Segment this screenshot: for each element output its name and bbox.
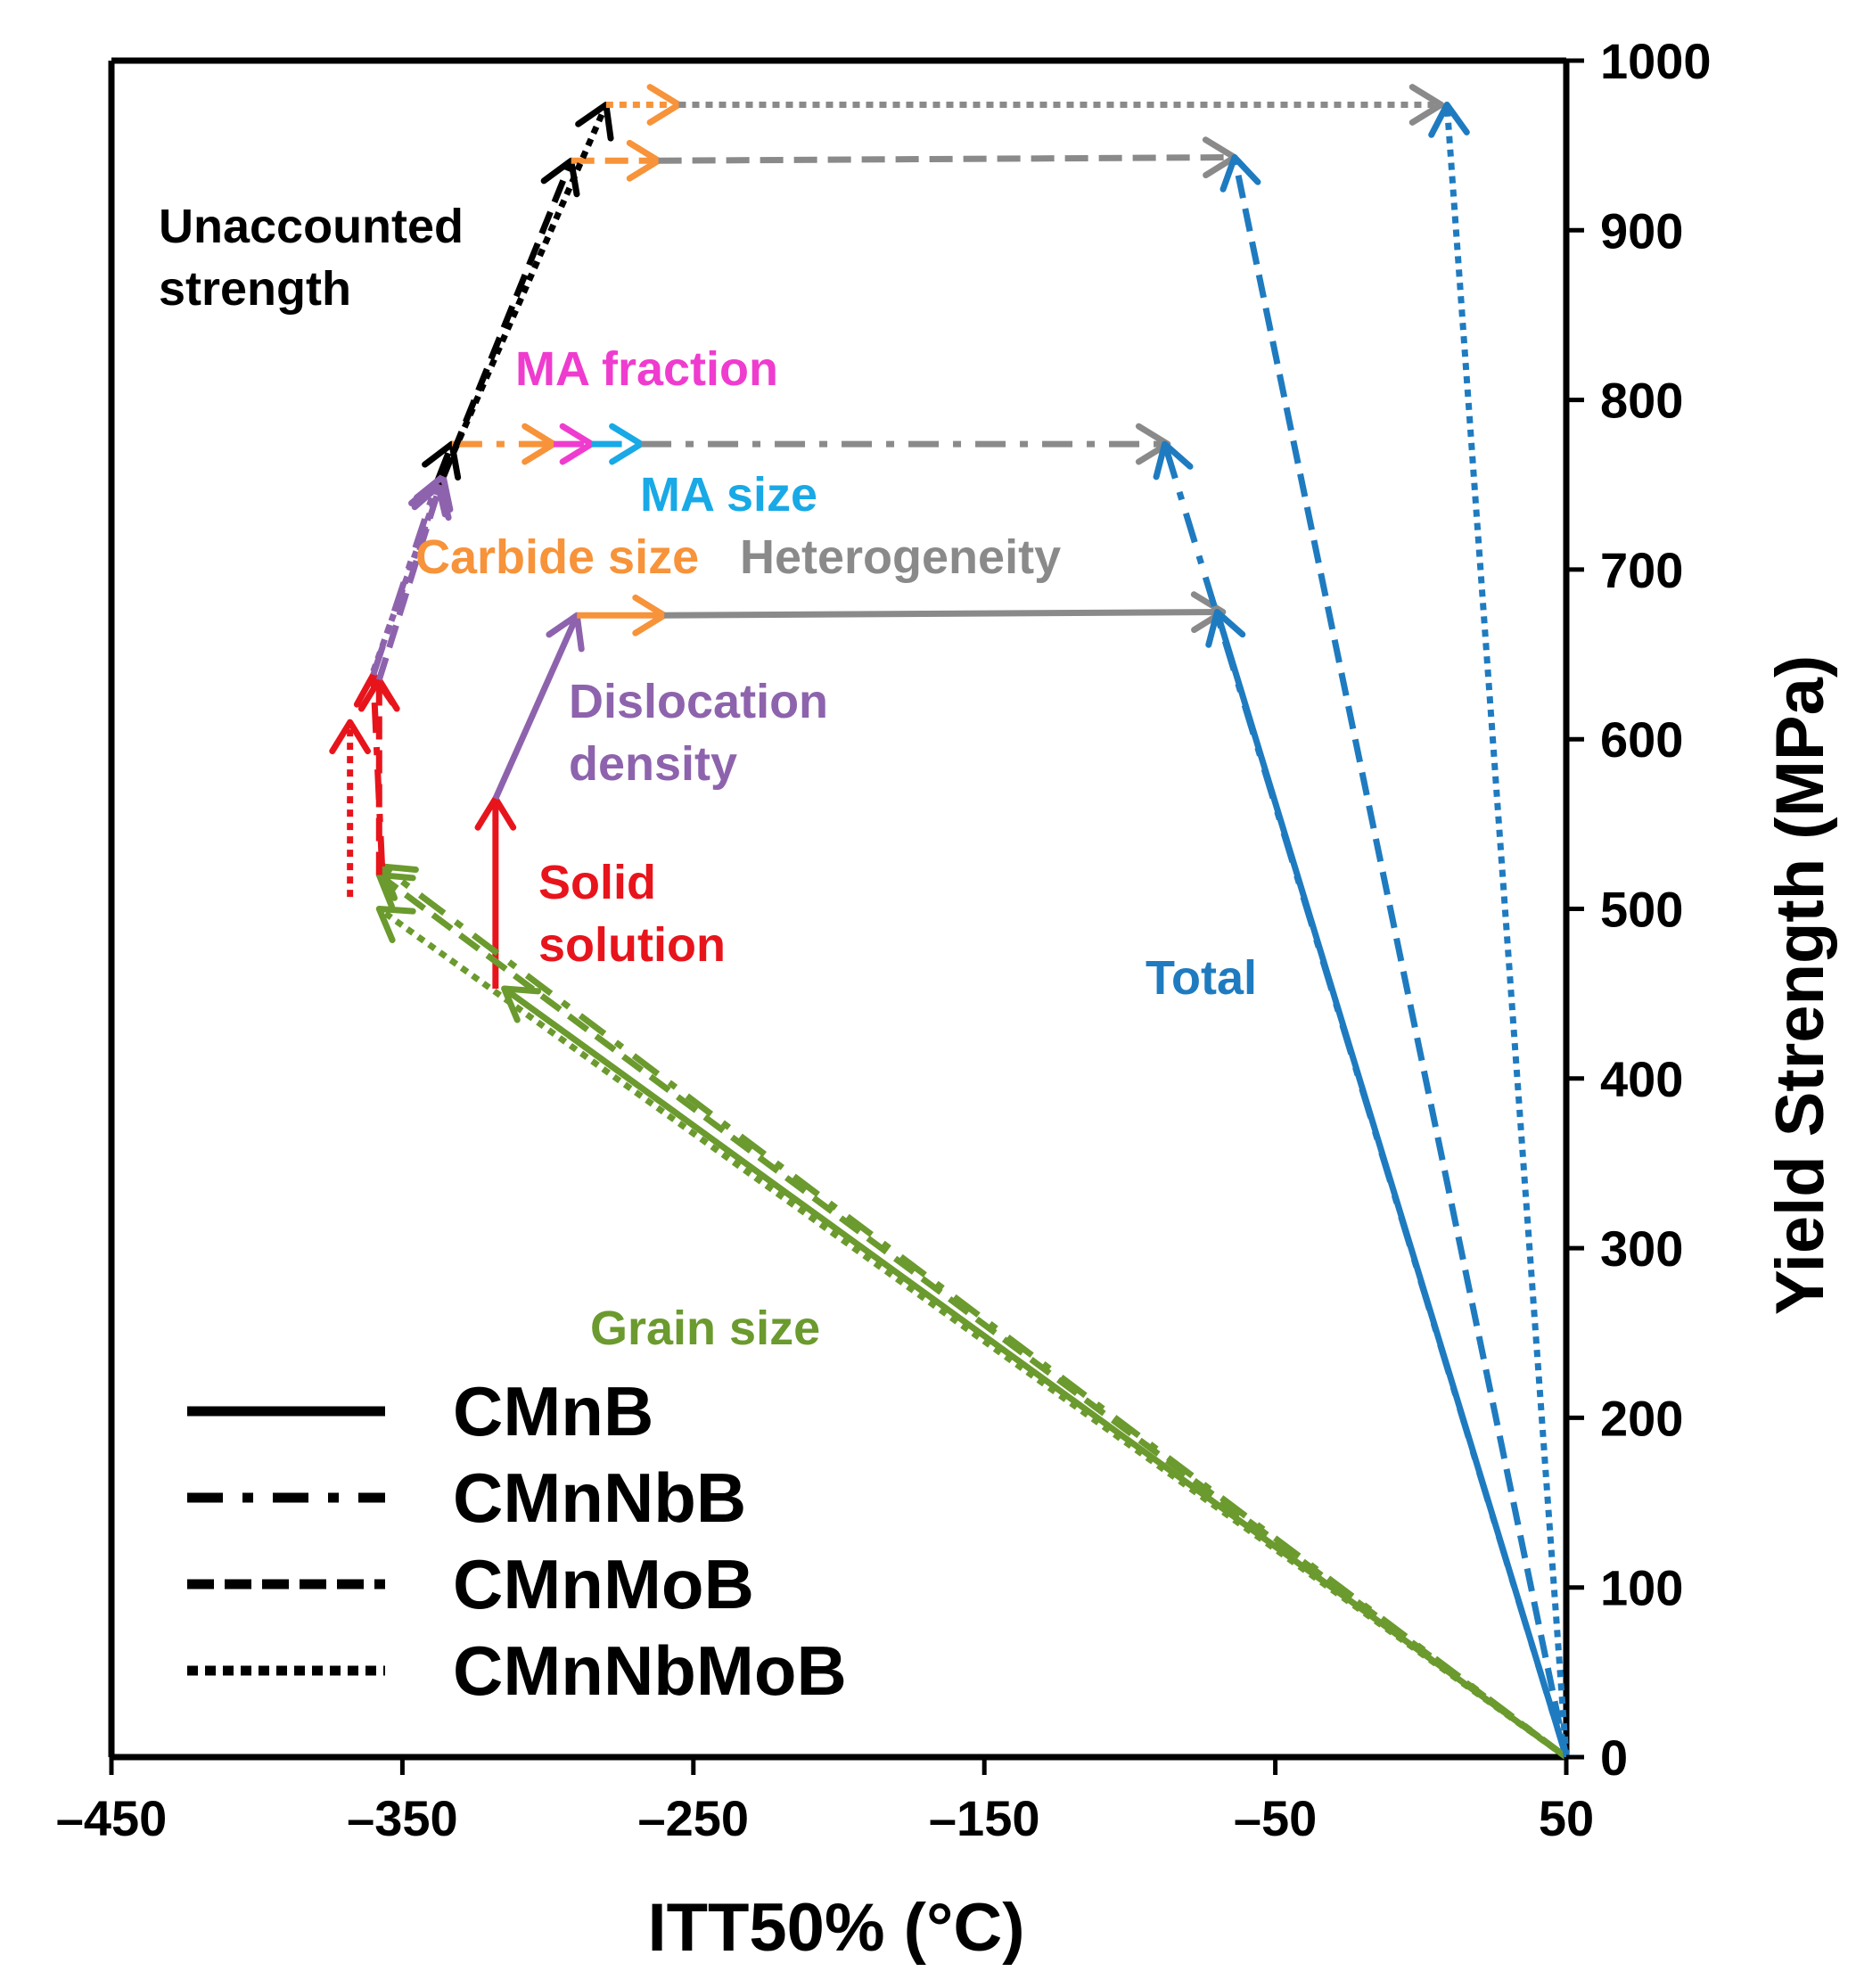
series-cmnnbmob bbox=[329, 84, 1570, 1760]
annotation-ma-fraction: MA fraction bbox=[515, 342, 778, 396]
x-axis-title: ITT50% (°C) bbox=[647, 1890, 1024, 1966]
y-tick-label: 1000 bbox=[1600, 33, 1712, 89]
arrow-heterogeneity bbox=[641, 423, 1171, 465]
annotation-line: Unaccounted bbox=[159, 200, 464, 253]
arrow-head bbox=[1408, 84, 1445, 126]
arrow-ma-fraction bbox=[554, 423, 595, 465]
x-tick-label: –250 bbox=[638, 1790, 750, 1846]
arrow-shaft bbox=[377, 872, 1569, 1760]
annotation-line: MA fraction bbox=[515, 342, 778, 396]
arrow-shaft bbox=[492, 613, 580, 801]
legend-item-cmnb: CMnB bbox=[187, 1372, 653, 1450]
arrow-head bbox=[1428, 101, 1470, 138]
y-tick-label: 200 bbox=[1600, 1390, 1683, 1446]
annotation-dislocation-density: Dislocation density bbox=[569, 675, 828, 791]
arrow-head bbox=[1220, 153, 1261, 193]
arrow-layer bbox=[329, 84, 1570, 1760]
x-tick-label: –50 bbox=[1234, 1790, 1317, 1846]
arrow-shaft bbox=[658, 153, 1235, 164]
axis-ticks: –450 –350 –250 –150 –50 500 100 200 300 400 500 600… bbox=[56, 33, 1712, 1846]
annotation-line: Grain size bbox=[590, 1302, 820, 1355]
legend: CMnB CMnNbB CMnMoB CMnNbMoB bbox=[187, 1372, 847, 1710]
arrow-total bbox=[1428, 101, 1570, 1758]
x-tick-label: –450 bbox=[56, 1790, 168, 1846]
arrow-head bbox=[1190, 591, 1227, 634]
y-tick-label: 700 bbox=[1600, 542, 1683, 598]
legend-label: CMnNbMoB bbox=[453, 1631, 847, 1710]
y-tick-label: 100 bbox=[1600, 1560, 1683, 1616]
y-tick-label: 500 bbox=[1600, 882, 1683, 938]
y-tick-label: 800 bbox=[1600, 373, 1683, 429]
annotation-layer: Unaccounted strength MA fraction MA size Car… bbox=[159, 200, 1257, 1355]
arrow-grain-size bbox=[375, 906, 1569, 1760]
legend-label: CMnNbB bbox=[453, 1458, 746, 1537]
arrow-carbide-size bbox=[605, 84, 682, 126]
arrow-shaft bbox=[664, 608, 1223, 619]
legend-item-cmnnbb: CMnNbB bbox=[187, 1458, 746, 1537]
arrow-heterogeneity bbox=[658, 136, 1238, 179]
arrow-shaft bbox=[377, 906, 1569, 1760]
x-tick-label: –350 bbox=[347, 1790, 458, 1846]
series-cmnmob bbox=[357, 136, 1570, 1760]
annotation-carbide-size: Carbide size bbox=[415, 530, 699, 584]
arrow-head bbox=[375, 871, 416, 910]
x-tick-label: –150 bbox=[929, 1790, 1040, 1846]
arrow-head bbox=[501, 985, 542, 1023]
legend-item-cmnmob: CMnMoB bbox=[187, 1545, 754, 1623]
annotation-line: density bbox=[569, 737, 737, 791]
annotation-line: MA size bbox=[640, 468, 817, 522]
annotation-line: Dislocation bbox=[569, 675, 828, 728]
arrow-head bbox=[1205, 608, 1246, 648]
arrow-heterogeneity bbox=[664, 591, 1227, 634]
arrow-shaft bbox=[1162, 443, 1570, 1759]
annotation-line: solution bbox=[538, 918, 726, 972]
annotation-grain-size: Grain size bbox=[590, 1302, 820, 1355]
arrow-head bbox=[329, 719, 372, 755]
annotation-line: Carbide size bbox=[415, 530, 699, 584]
x-tick-label: 50 bbox=[1539, 1790, 1594, 1846]
y-tick-label: 400 bbox=[1600, 1051, 1683, 1107]
legend-label: CMnB bbox=[453, 1372, 653, 1450]
annotation-line: strength bbox=[159, 262, 351, 316]
y-tick-label: 600 bbox=[1600, 711, 1683, 768]
arrow-shaft bbox=[437, 159, 574, 487]
arrow-shaft bbox=[1443, 104, 1570, 1758]
arrow-shaft bbox=[1231, 156, 1570, 1758]
annotation-total: Total bbox=[1146, 951, 1257, 1005]
annotation-line: Solid bbox=[538, 856, 656, 909]
legend-label: CMnMoB bbox=[453, 1545, 754, 1623]
arrow-solid-solution bbox=[329, 719, 372, 898]
arrow-head bbox=[375, 906, 416, 943]
arrow-carbide-size bbox=[451, 423, 557, 465]
y-axis-title: Yield Strength (MPa) bbox=[1762, 655, 1838, 1315]
annotation-ma-size: MA size bbox=[640, 468, 817, 522]
arrow-heterogeneity bbox=[678, 84, 1445, 126]
arrow-total bbox=[1153, 440, 1570, 1759]
arrow-grain-size bbox=[375, 871, 1569, 1760]
annotation-unaccounted: Unaccounted strength bbox=[159, 200, 464, 316]
annotation-heterogeneity: Heterogeneity bbox=[740, 530, 1061, 584]
annotation-line: Total bbox=[1146, 951, 1257, 1005]
arrow-head bbox=[1153, 440, 1194, 481]
legend-item-cmnnbmob: CMnNbMoB bbox=[187, 1631, 847, 1710]
annotation-line: Heterogeneity bbox=[740, 530, 1061, 584]
y-tick-label: 900 bbox=[1600, 202, 1683, 259]
arrow-ma-size bbox=[591, 423, 645, 465]
arrow-shaft bbox=[1213, 611, 1570, 1759]
arrow-total bbox=[1205, 608, 1570, 1759]
arrow-total bbox=[1220, 153, 1570, 1758]
arrow-carbide-size bbox=[571, 139, 662, 182]
y-tick-label: 0 bbox=[1600, 1729, 1628, 1786]
y-tick-label: 300 bbox=[1600, 1220, 1683, 1277]
annotation-solid-solution: Solid solution bbox=[538, 856, 726, 972]
arrow-carbide-size bbox=[577, 594, 668, 637]
arrow-shaft bbox=[439, 103, 610, 478]
